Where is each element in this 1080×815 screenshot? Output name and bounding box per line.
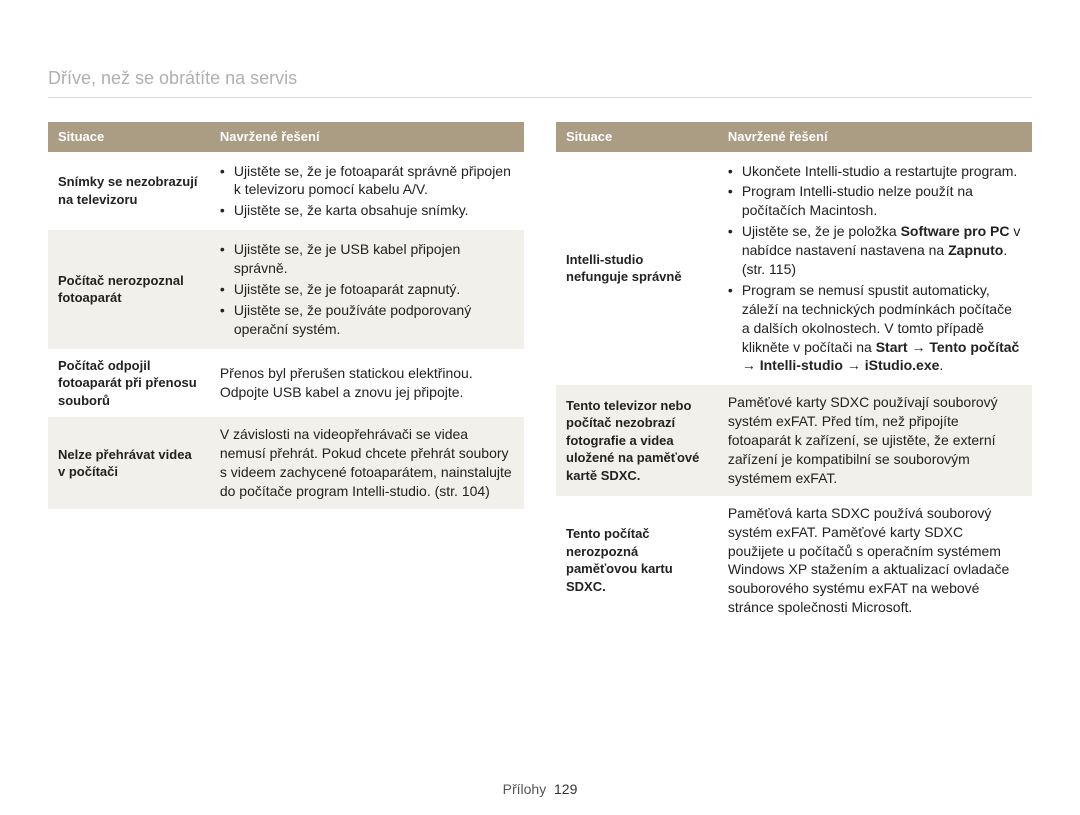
left-column: Situace Navržené řešení Snímky se nezobr… — [48, 122, 524, 625]
list-item: Ujistěte se, že je fotoaparát zapnutý. — [220, 280, 514, 299]
list-item: Ujistěte se, že je fotoaparát správně př… — [220, 162, 514, 200]
document-page: Dříve, než se obrátíte na servis Situace… — [0, 0, 1080, 815]
bullet-list: Ujistěte se, že je fotoaparát správně př… — [220, 162, 514, 221]
page-title: Dříve, než se obrátíte na servis — [48, 68, 1032, 98]
situation-cell: Tento televizor nebo počítač nezobrazí f… — [556, 385, 718, 495]
page-footer: Přílohy 129 — [0, 781, 1080, 797]
list-item: Ujistěte se, že používáte podporovaný op… — [220, 301, 514, 339]
two-column-layout: Situace Navržené řešení Snímky se nezobr… — [48, 122, 1032, 625]
solution-cell: Ujistěte se, že je fotoaparát správně př… — [210, 152, 524, 231]
list-item: Ukončete Intelli-studio a restartujte pr… — [728, 162, 1022, 181]
situation-cell: Počítač nerozpoznal fotoaparát — [48, 230, 210, 348]
footer-page-number: 129 — [554, 781, 577, 797]
col-header-solution: Navržené řešení — [210, 122, 524, 152]
table-row: Tento televizor nebo počítač nezobrazí f… — [556, 385, 1032, 495]
col-header-situation: Situace — [556, 122, 718, 152]
solution-cell: Ukončete Intelli-studio a restartujte pr… — [718, 152, 1032, 386]
table-row: Tento počítač nerozpozná paměťovou kartu… — [556, 496, 1032, 625]
situation-cell: Intelli-studio nefunguje správně — [556, 152, 718, 386]
situation-cell: Počítač odpojil fotoaparát při přenosu s… — [48, 349, 210, 418]
table-row: Počítač odpojil fotoaparát při přenosu s… — [48, 349, 524, 418]
solution-cell: Paměťová karta SDXC používá souborový sy… — [718, 496, 1032, 625]
list-item: Ujistěte se, že karta obsahuje snímky. — [220, 201, 514, 220]
solution-cell: Paměťové karty SDXC používají souborový … — [718, 385, 1032, 495]
solution-cell: Přenos byl přerušen statickou elektřinou… — [210, 349, 524, 418]
left-table: Situace Navržené řešení Snímky se nezobr… — [48, 122, 524, 509]
bullet-list: Ujistěte se, že je USB kabel připojen sp… — [220, 240, 514, 338]
right-table: Situace Navržené řešení Intelli-studio n… — [556, 122, 1032, 625]
table-row: Počítač nerozpoznal fotoaparát Ujistěte s… — [48, 230, 524, 348]
solution-cell: V závislosti na videopřehrávači se videa… — [210, 417, 524, 509]
list-item: Program Intelli-studio nelze použít na p… — [728, 182, 1022, 220]
table-row: Snímky se nezobrazují na televizoru Ujist… — [48, 152, 524, 231]
footer-label: Přílohy — [503, 781, 547, 797]
situation-cell: Nelze přehrávat videa v počítači — [48, 417, 210, 509]
table-row: Intelli-studio nefunguje správně Ukončete… — [556, 152, 1032, 386]
list-item: Ujistěte se, že je USB kabel připojen sp… — [220, 240, 514, 278]
solution-cell: Ujistěte se, že je USB kabel připojen sp… — [210, 230, 524, 348]
table-row: Nelze přehrávat videa v počítačiV závisl… — [48, 417, 524, 509]
col-header-situation: Situace — [48, 122, 210, 152]
list-item: Program se nemusí spustit automaticky, z… — [728, 281, 1022, 375]
col-header-solution: Navržené řešení — [718, 122, 1032, 152]
right-column: Situace Navržené řešení Intelli-studio n… — [556, 122, 1032, 625]
situation-cell: Snímky se nezobrazují na televizoru — [48, 152, 210, 231]
list-item: Ujistěte se, že je položka Software pro … — [728, 222, 1022, 279]
situation-cell: Tento počítač nerozpozná paměťovou kartu… — [556, 496, 718, 625]
bullet-list: Ukončete Intelli-studio a restartujte pr… — [728, 162, 1022, 376]
